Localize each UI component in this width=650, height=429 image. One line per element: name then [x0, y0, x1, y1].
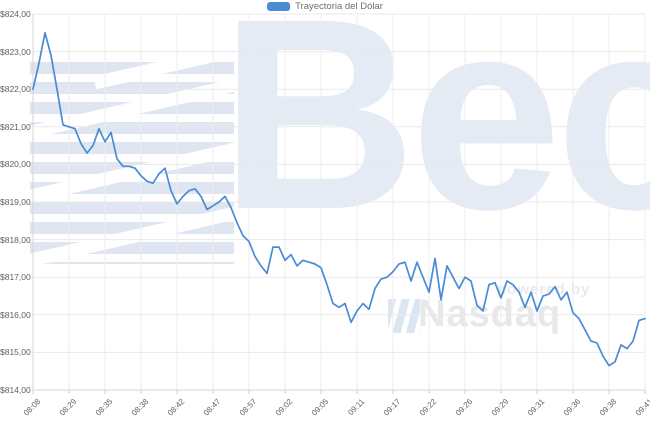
- y-axis-label: $818,00: [0, 234, 31, 245]
- legend-label: Trayectoria del Dólar: [295, 1, 383, 12]
- y-axis-label: $820,00: [0, 159, 31, 170]
- y-axis-label: $821,00: [0, 121, 31, 132]
- y-axis-label: $814,00: [0, 385, 31, 395]
- series-line-trayectoria: [32, 31, 646, 367]
- y-axis-label: $817,00: [0, 272, 31, 283]
- bec-brand-watermark: Bec: [220, 0, 650, 266]
- y-axis-label: $819,00: [0, 197, 31, 207]
- y-axis-label: $824,00: [0, 9, 31, 19]
- bec-flag-logo-watermark: [30, 62, 234, 264]
- y-axis-label: $815,00: [0, 347, 31, 358]
- legend-item-trayectoria[interactable]: Trayectoria del Dólar: [267, 1, 383, 12]
- y-axis-label: $822,00: [0, 84, 31, 95]
- y-axis-label: $816,00: [0, 309, 31, 320]
- legend-swatch: [267, 2, 291, 11]
- y-axis-label: $823,00: [0, 46, 31, 57]
